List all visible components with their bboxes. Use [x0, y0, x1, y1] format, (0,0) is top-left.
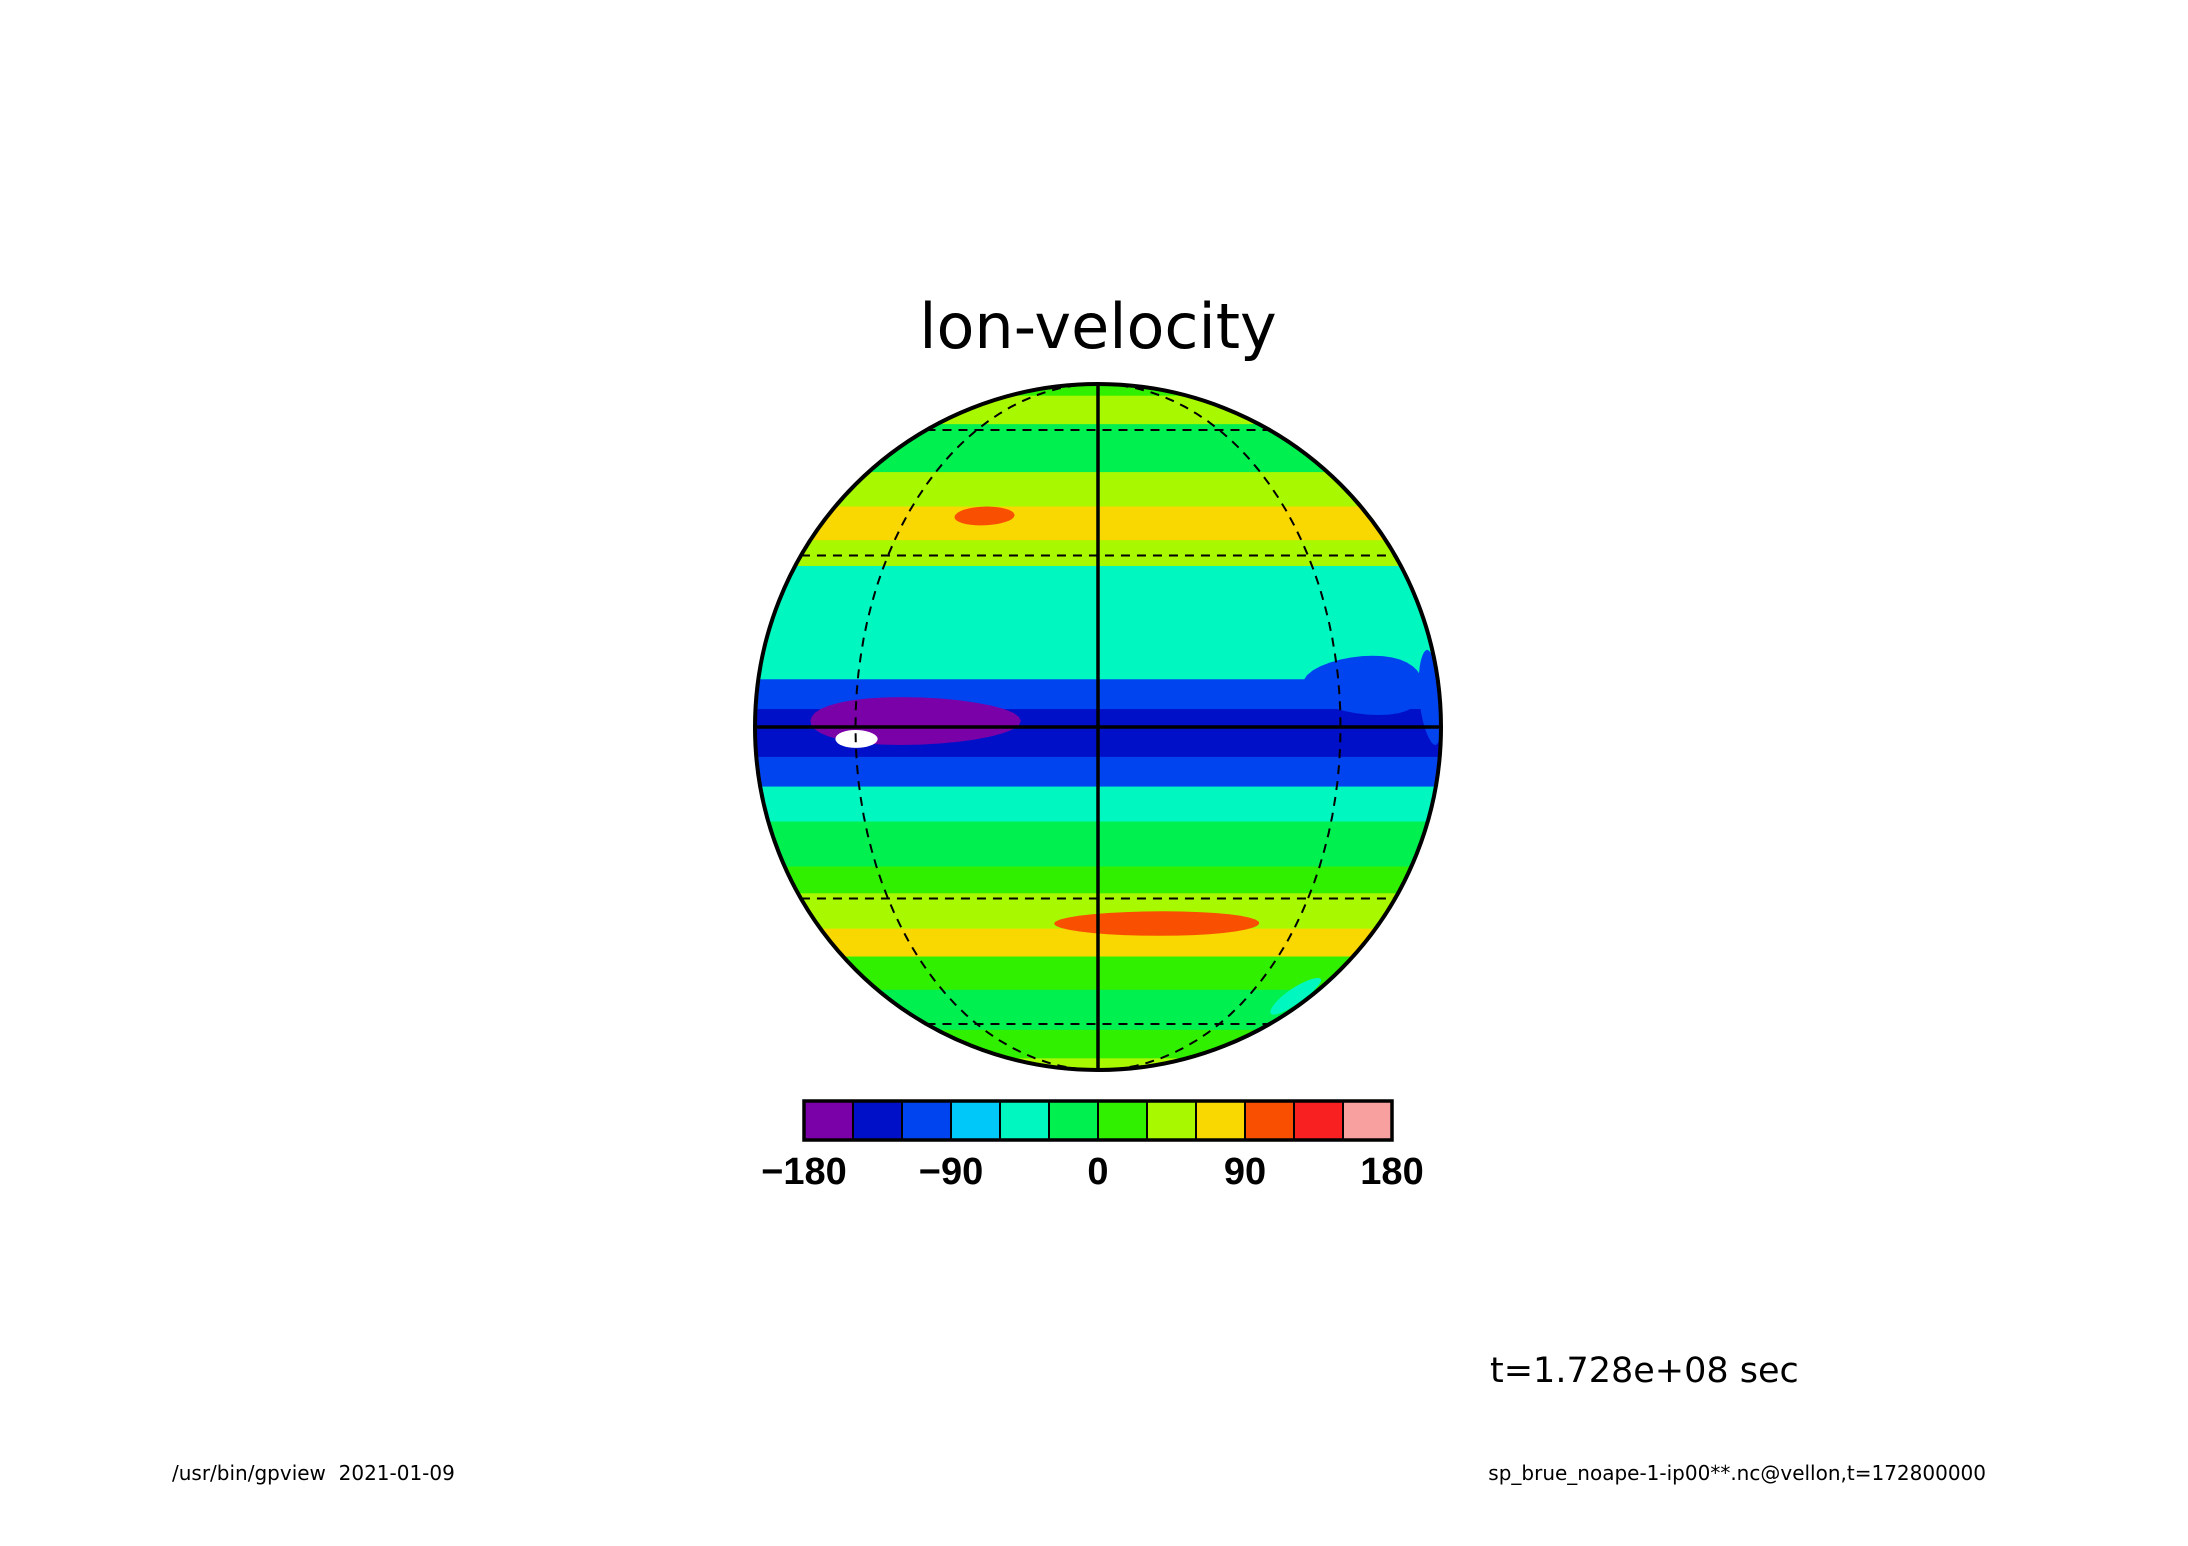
- colorbar-swatch: [803, 1100, 854, 1141]
- footer-program-date: /usr/bin/gpview 2021-01-09: [172, 1461, 455, 1485]
- colorbar-frame: [802, 1099, 1394, 1142]
- colorbar-tick-label: 180: [1360, 1151, 1423, 1193]
- colorbar-swatch: [950, 1100, 1001, 1141]
- meridian-line: [854, 384, 1099, 1070]
- globe-outline: [753, 382, 1443, 1072]
- field-feature-3: [1054, 911, 1260, 936]
- colorbar-tick-labels: −180 −90 0 90 180: [761, 1151, 1424, 1193]
- field-feature-6: [1270, 977, 1322, 1015]
- chart-title: lon-velocity: [919, 290, 1276, 363]
- colorbar-tick-label: 0: [1087, 1151, 1108, 1193]
- colorbar-swatch: [1146, 1100, 1197, 1141]
- globe-map: [753, 382, 1443, 1072]
- colorbar-swatch: [1195, 1100, 1246, 1141]
- colorbar-swatch: [1097, 1100, 1148, 1141]
- footer-source: sp_brue_noape-1-ip00**.nc@vellon,t=17280…: [1488, 1461, 1986, 1485]
- colorbar-swatch: [1048, 1100, 1099, 1141]
- colorbar-swatch: [901, 1100, 952, 1141]
- colorbar-swatch: [1342, 1100, 1393, 1141]
- colorbar-swatch: [1244, 1100, 1295, 1141]
- colorbar-tick-label: −90: [919, 1151, 983, 1193]
- colorbar: [802, 1099, 1394, 1142]
- colorbar-swatch: [852, 1100, 903, 1141]
- meridian-line: [1097, 384, 1342, 1070]
- colorbar-swatch: [1293, 1100, 1344, 1141]
- field-feature-4: [1302, 655, 1424, 715]
- field-feature-2: [954, 506, 1015, 526]
- colorbar-tick-label: −180: [761, 1151, 847, 1193]
- time-label: t=1.728e+08 sec: [1490, 1351, 1799, 1391]
- colorbar-swatch: [999, 1100, 1050, 1141]
- colorbar-tick-label: 90: [1224, 1151, 1266, 1193]
